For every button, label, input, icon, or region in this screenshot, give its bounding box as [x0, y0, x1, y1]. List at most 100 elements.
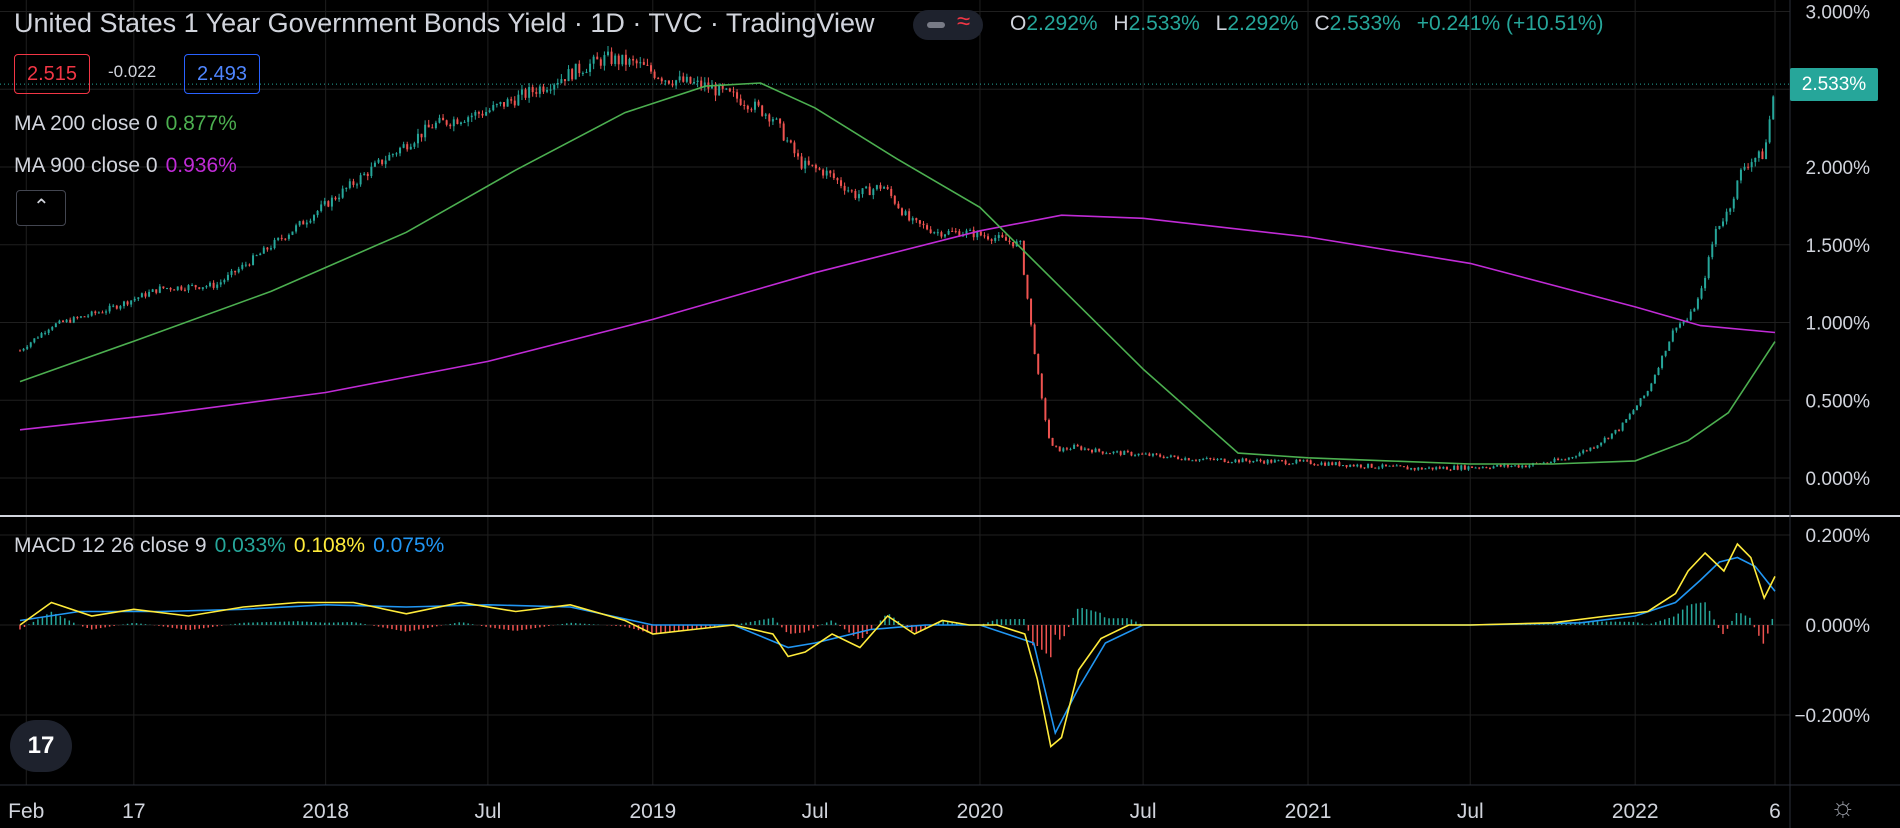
candle-body [1040, 373, 1043, 399]
candle-body [1714, 228, 1717, 245]
candle-body [872, 189, 875, 196]
candle-body [33, 338, 36, 343]
candle-body [1492, 466, 1495, 469]
candle-body [1582, 450, 1585, 454]
candle-body [112, 305, 115, 307]
candle-body [1098, 448, 1101, 452]
candle-body [488, 110, 491, 112]
ma200-legend[interactable]: MA 200 close 0 0.877% [14, 112, 237, 136]
collapse-legend-button[interactable]: ⌃ [16, 190, 66, 226]
candle-body [341, 188, 344, 198]
ma200-label: MA 200 close 0 [14, 112, 158, 135]
candle-body [685, 76, 688, 82]
candle-body [911, 218, 914, 221]
candle-body [617, 55, 620, 65]
candle-body [556, 82, 559, 85]
candle-body [1047, 420, 1050, 438]
candle-body [416, 133, 419, 144]
candle-body [1420, 467, 1423, 470]
candle-body [861, 188, 864, 195]
macd-signal-value: 0.075% [373, 534, 445, 557]
wave-icon: ≈ [957, 8, 971, 35]
candle-body [205, 286, 208, 288]
candle-body [1765, 142, 1768, 160]
candle-body [338, 197, 341, 200]
candle-body [266, 247, 269, 250]
candle-body [165, 288, 168, 290]
candle-body [54, 323, 57, 328]
candle-body [678, 76, 681, 81]
candle-body [603, 55, 606, 66]
candle-body [1639, 398, 1642, 406]
candle-body [44, 332, 47, 334]
candle-body [1442, 466, 1445, 469]
candle-body [639, 62, 642, 64]
candle-body [384, 160, 387, 165]
candle-body [567, 69, 570, 82]
candle-body [506, 99, 509, 107]
candle-body [252, 255, 255, 266]
candle-body [581, 72, 584, 74]
candle-body [155, 289, 158, 293]
candle-body [87, 315, 90, 317]
gear-icon[interactable]: ☼ [1830, 791, 1856, 822]
candle-body [402, 144, 405, 148]
candle-body [1030, 298, 1033, 325]
ma900-legend[interactable]: MA 900 close 0 0.936% [14, 154, 237, 178]
candle-body [800, 156, 803, 169]
candle-body [793, 142, 796, 154]
candle-body [646, 64, 649, 66]
candle-body [1736, 180, 1739, 199]
candle-body [1177, 456, 1180, 460]
candle-body [843, 185, 846, 191]
candle-body [1671, 330, 1674, 342]
candle-body [1159, 454, 1162, 457]
x-tick-label: 2022 [1612, 800, 1659, 823]
candle-body [657, 77, 660, 79]
candle-body [130, 300, 133, 305]
candle-body [1711, 244, 1714, 258]
candle-body [1646, 390, 1649, 396]
candle-body [241, 264, 244, 269]
candle-body [811, 164, 814, 166]
candle-body [1600, 442, 1603, 446]
candle-body [1237, 459, 1240, 463]
candle-body [779, 118, 782, 124]
candle-body [284, 238, 287, 240]
tradingview-logo-icon[interactable]: 17 [10, 720, 72, 772]
close-value: 2.533% [1329, 12, 1401, 35]
candle-body [764, 114, 767, 116]
candle-body [746, 105, 749, 110]
candle-body [1134, 455, 1137, 457]
candle-body [1227, 462, 1230, 464]
candle-body [1668, 341, 1671, 351]
indicator-toggle[interactable]: ≈ [913, 8, 983, 40]
candle-body [1331, 462, 1334, 465]
candle-body [255, 255, 258, 257]
candle-body [1008, 240, 1011, 243]
candle-body [1618, 429, 1621, 431]
y-tick-label: 3.000% [1806, 3, 1871, 24]
candle-body [26, 346, 29, 349]
candle-body [133, 298, 136, 301]
candle-body [363, 173, 366, 176]
last-price-label: 2.533% [1790, 68, 1878, 101]
buy-button[interactable]: 2.493 [184, 54, 261, 94]
candle-body [660, 78, 663, 82]
candle-body [216, 284, 219, 288]
candle-body [1560, 459, 1563, 461]
macd-legend[interactable]: MACD 12 26 close 9 0.033% 0.108% 0.075% [14, 534, 444, 558]
sell-button[interactable]: 2.515 [14, 54, 91, 94]
candle-body [1510, 466, 1513, 468]
y-tick-label: 1.500% [1806, 236, 1871, 257]
close-label: C [1314, 12, 1330, 35]
y-tick-label: 0.000% [1806, 469, 1871, 490]
candle-body [1424, 468, 1427, 470]
candle-body [789, 140, 792, 143]
candle-body [499, 102, 502, 105]
candle-body [1306, 460, 1309, 462]
candle-body [596, 56, 599, 60]
candle-body [356, 184, 359, 186]
candle-body [965, 230, 968, 235]
